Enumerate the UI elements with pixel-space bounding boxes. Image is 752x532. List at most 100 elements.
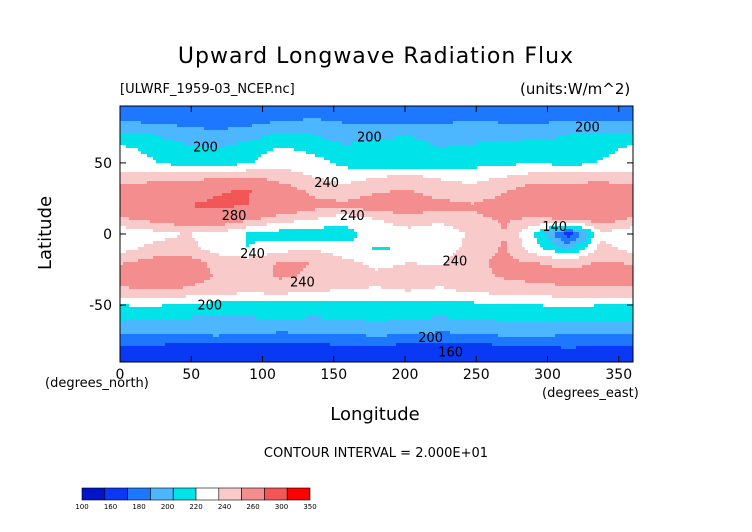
field-cell — [567, 151, 571, 155]
field-cell — [480, 184, 484, 188]
field-cell — [126, 151, 130, 155]
field-cell — [588, 118, 592, 122]
field-cell — [558, 160, 562, 164]
field-cell — [138, 148, 142, 152]
field-cell — [348, 172, 352, 176]
field-cell — [201, 160, 205, 164]
field-cell — [183, 160, 187, 164]
field-cell — [567, 178, 571, 182]
field-cell — [399, 151, 403, 155]
x-unit-note: (degrees_east) — [542, 386, 639, 401]
field-cell — [147, 136, 151, 140]
field-cell — [300, 184, 304, 188]
field-cell — [216, 181, 220, 185]
field-cell — [129, 124, 133, 128]
field-cell — [402, 112, 406, 116]
field-cell — [462, 190, 466, 194]
field-cell — [192, 148, 196, 152]
field-cell — [321, 154, 325, 158]
field-cell — [234, 136, 238, 140]
field-cell — [165, 169, 169, 173]
field-cell — [534, 166, 538, 170]
field-cell — [144, 151, 148, 155]
field-cell — [354, 154, 358, 158]
field-cell — [171, 172, 175, 176]
field-cell — [561, 142, 565, 146]
field-cell — [450, 106, 454, 110]
field-cell — [354, 148, 358, 152]
field-cell — [450, 136, 454, 140]
field-cell — [207, 178, 211, 182]
field-cell — [321, 130, 325, 134]
field-cell — [531, 127, 535, 131]
field-cell — [192, 145, 196, 149]
field-cell — [543, 163, 547, 167]
field-cell — [153, 181, 157, 185]
field-cell — [624, 172, 628, 176]
field-cell — [189, 148, 193, 152]
field-cell — [384, 151, 388, 155]
field-cell — [210, 133, 214, 137]
field-cell — [606, 160, 610, 164]
field-cell — [156, 130, 160, 134]
field-cell — [234, 109, 238, 113]
field-cell — [354, 133, 358, 137]
field-cell — [252, 166, 256, 170]
field-cell — [447, 187, 451, 191]
field-cell — [174, 106, 178, 110]
field-cell — [339, 133, 343, 137]
field-cell — [489, 184, 493, 188]
field-cell — [363, 169, 367, 173]
field-cell — [129, 115, 133, 119]
field-cell — [243, 115, 247, 119]
field-cell — [591, 163, 595, 167]
field-cell — [312, 112, 316, 116]
field-cell — [282, 178, 286, 182]
field-cell — [504, 130, 508, 134]
field-cell — [384, 130, 388, 134]
field-cell — [447, 109, 451, 113]
x-axis-label: Longitude — [330, 404, 420, 425]
field-cell — [342, 163, 346, 167]
field-cell — [534, 148, 538, 152]
field-cell — [420, 163, 424, 167]
field-cell — [444, 118, 448, 122]
field-cell — [195, 175, 199, 179]
field-cell — [576, 136, 580, 140]
field-cell — [600, 169, 604, 173]
field-cell — [534, 118, 538, 122]
field-cell — [570, 133, 574, 137]
field-cell — [588, 157, 592, 161]
field-cell — [252, 106, 256, 110]
field-cell — [126, 187, 130, 191]
field-cell — [357, 187, 361, 191]
field-cell — [192, 124, 196, 128]
field-cell — [120, 133, 124, 137]
field-cell — [357, 133, 361, 137]
field-cell — [195, 127, 199, 131]
field-cell — [363, 160, 367, 164]
field-cell — [165, 178, 169, 182]
field-cell — [597, 163, 601, 167]
field-cell — [282, 145, 286, 149]
field-cell — [354, 151, 358, 155]
field-cell — [510, 154, 514, 158]
field-cell — [495, 190, 499, 194]
field-cell — [144, 118, 148, 122]
field-cell — [126, 163, 130, 167]
field-cell — [456, 172, 460, 176]
field-cell — [168, 166, 172, 170]
field-cell — [138, 166, 142, 170]
field-cell — [591, 172, 595, 176]
field-cell — [219, 181, 223, 185]
field-cell — [615, 166, 619, 170]
field-cell — [177, 115, 181, 119]
field-cell — [450, 190, 454, 194]
field-cell — [153, 148, 157, 152]
field-cell — [402, 121, 406, 125]
field-cell — [540, 115, 544, 119]
field-cell — [516, 118, 520, 122]
field-cell — [315, 157, 319, 161]
field-cell — [213, 121, 217, 125]
field-cell — [336, 172, 340, 176]
